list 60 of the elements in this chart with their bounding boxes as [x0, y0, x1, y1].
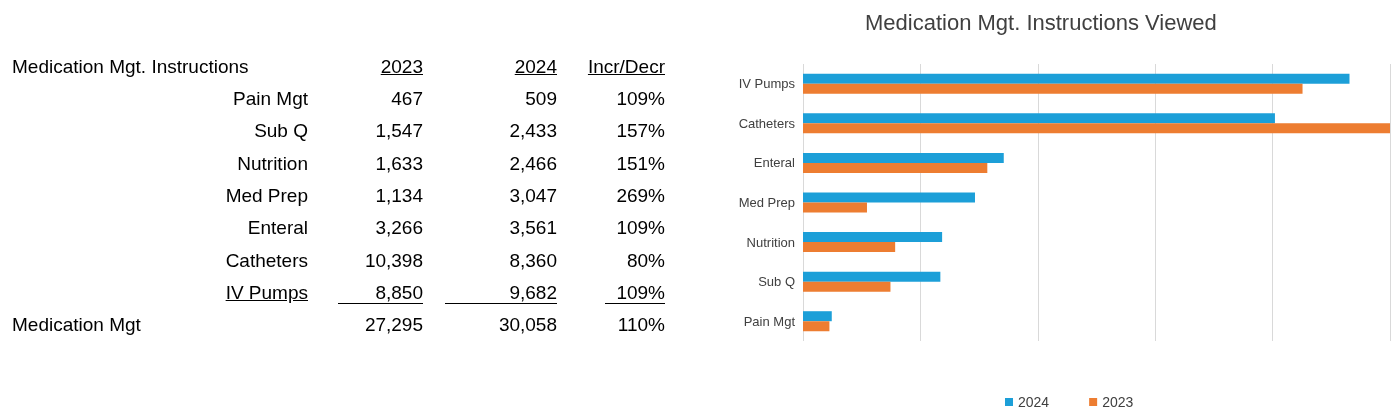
legend-label: 2024	[1018, 394, 1050, 410]
y-tick-label: Med Prep	[738, 195, 795, 210]
y-tick-label: Sub Q	[758, 274, 795, 290]
legend-label: 2023	[1102, 394, 1134, 410]
data-label: 3,266	[375, 217, 423, 240]
text: Incr/Decr	[587, 56, 665, 78]
bar	[803, 202, 867, 213]
bar	[803, 113, 1275, 124]
y-tick-label: Nutrition	[746, 234, 795, 250]
data-label: 1,547	[375, 120, 423, 143]
category-label: Enteral	[247, 217, 308, 240]
bar	[803, 321, 830, 332]
data-label: 2,466	[509, 152, 557, 175]
data-label: 80%	[626, 249, 665, 272]
data-label: 3,047	[509, 184, 557, 207]
data-label: 1,134	[375, 184, 423, 207]
data-label: 2,433	[509, 120, 557, 143]
category-label: Sub Q	[254, 120, 308, 143]
data-label: 30,058	[498, 314, 557, 337]
text: Medication Mgt. Instructions	[12, 56, 249, 78]
text: 2024	[514, 56, 557, 78]
category-label: Med Prep	[225, 184, 308, 207]
data-label: 3,561	[509, 217, 557, 240]
data-label: 9,682	[445, 281, 557, 304]
data-label: 509	[525, 88, 557, 110]
bar	[803, 123, 1390, 134]
data-label: 109%	[605, 281, 665, 304]
data-label: 157%	[616, 120, 665, 143]
bar	[803, 152, 1004, 163]
y-tick-label: Enteral	[753, 155, 796, 171]
data-label: 467	[391, 88, 423, 110]
data-label: 110%	[617, 314, 665, 337]
category-label: Medication Mgt	[12, 314, 141, 337]
data-label: 8,360	[509, 249, 557, 272]
bar	[803, 192, 975, 203]
data-label: 10,398	[364, 249, 423, 272]
data-label: 109%	[616, 217, 665, 240]
category-label: Catheters	[225, 249, 308, 272]
bar	[803, 162, 988, 173]
bar	[803, 281, 891, 292]
category-label: IV Pumps	[225, 281, 308, 304]
bar	[803, 83, 1303, 94]
category-label: Nutrition	[237, 152, 308, 175]
data-label: 1,633	[375, 152, 423, 175]
y-tick-label: Catheters	[738, 115, 796, 131]
data-label: 151%	[616, 152, 665, 175]
text: 2023	[380, 56, 423, 78]
data-label: 269%	[616, 184, 665, 207]
category-label: Pain Mgt	[233, 88, 308, 110]
bar	[803, 242, 896, 253]
bar	[803, 232, 943, 243]
data-label: 8,850	[338, 281, 423, 304]
data-label: 109%	[616, 88, 665, 110]
bar	[803, 271, 941, 282]
y-tick-label: Pain Mgt	[743, 313, 796, 329]
data-label: 27,295	[364, 314, 423, 337]
y-tick-label: IV Pumps	[738, 76, 796, 92]
chart-title: Medication Mgt. Instructions Viewed	[865, 9, 1217, 35]
bar	[803, 311, 832, 322]
bar	[803, 73, 1350, 84]
